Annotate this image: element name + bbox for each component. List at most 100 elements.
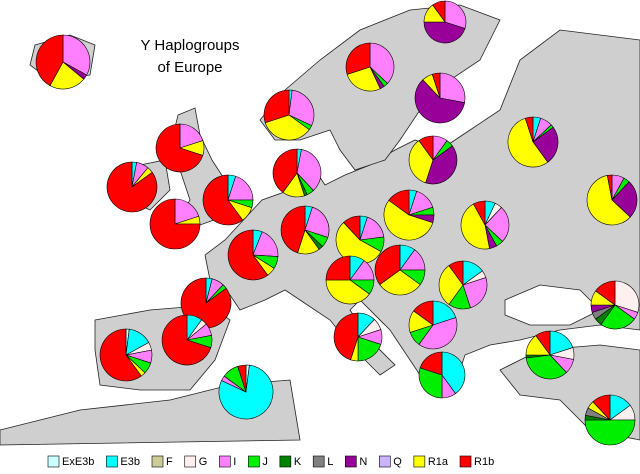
legend: ExE3b E3b F G I J K L N Q R1a R1b (47, 455, 494, 468)
pie-slice (595, 280, 616, 306)
pie (325, 255, 375, 305)
legend-label: R1b (474, 456, 494, 468)
pie-slice (62, 34, 91, 76)
legend-swatch (378, 455, 391, 468)
pie (345, 42, 395, 92)
pie (218, 364, 274, 420)
pie-slice (280, 205, 306, 254)
pie (106, 161, 158, 213)
pie (333, 312, 383, 362)
pie-slice (325, 279, 370, 305)
pie (335, 215, 385, 265)
legend-swatch (106, 455, 118, 468)
pie-slice (227, 229, 269, 281)
pie (155, 123, 205, 173)
pie-slice (606, 174, 613, 201)
legend-swatch (47, 455, 60, 468)
map-title: Y Haplogroups (141, 37, 240, 54)
pie (408, 135, 458, 185)
pie-slice (444, 0, 467, 29)
pie (460, 200, 510, 250)
pie-slice (325, 255, 351, 281)
pie (586, 174, 638, 226)
pie (99, 328, 153, 382)
pie-charts (35, 0, 640, 446)
legend-swatch (459, 455, 472, 468)
pie-slice (473, 200, 486, 226)
pie-slice (304, 206, 330, 238)
pie-slice (155, 123, 204, 173)
pie-slice (425, 145, 458, 185)
legend-swatch (279, 455, 292, 468)
pie-slice (272, 148, 298, 193)
pie (408, 300, 458, 350)
pie-slice (418, 317, 458, 350)
pie (507, 116, 559, 168)
pie (161, 314, 213, 366)
pie-slice (288, 89, 315, 127)
legend-swatch (345, 455, 357, 468)
pie-slice (413, 300, 434, 326)
pie (584, 394, 636, 446)
pie (149, 198, 201, 250)
legend-label: E3b (120, 456, 140, 468)
pie-slice (414, 79, 465, 124)
pie-slice (388, 189, 410, 216)
pie-slice (149, 198, 201, 250)
black-sea (504, 284, 601, 326)
pie-slice (525, 354, 567, 380)
pie-slice (106, 161, 158, 213)
pie-slice (345, 42, 371, 75)
pie-slice (532, 126, 559, 163)
legend-swatch (184, 455, 197, 468)
legend-label: Q (393, 456, 402, 468)
legend-swatch (218, 455, 231, 468)
pie-slice (264, 114, 310, 141)
pie-slice (431, 72, 441, 99)
pie-slice (49, 61, 85, 90)
pie-slice (161, 314, 212, 366)
legend-label: F (166, 456, 173, 468)
pie-slice (592, 394, 611, 421)
legend-label: K (294, 456, 302, 468)
pie-slice (423, 21, 466, 44)
pie-slice (333, 312, 359, 361)
legend-swatch (151, 455, 164, 468)
pie-slice (202, 174, 244, 226)
map-title: of Europe (157, 59, 222, 76)
pie-slice (35, 34, 64, 87)
pie (418, 351, 466, 399)
pie-slice (460, 203, 490, 250)
legend-label: L (327, 456, 333, 468)
pie-slice (586, 175, 631, 226)
pie-slice (524, 116, 534, 143)
legend-swatch (248, 455, 260, 468)
pie-slice (611, 181, 638, 218)
pie-slice (600, 304, 635, 330)
legend-label: G (199, 456, 208, 468)
pie-slice (439, 72, 466, 104)
pie-slice (346, 66, 381, 92)
pie-slice (296, 149, 322, 191)
pie-slice (419, 351, 443, 376)
pie (423, 0, 467, 44)
pie-slice (432, 0, 446, 23)
pie (383, 189, 435, 241)
pie (202, 174, 254, 226)
pie (374, 244, 426, 296)
pie-slice (484, 207, 510, 242)
pie-slice (383, 199, 434, 241)
pie (590, 280, 640, 330)
legend-swatch (413, 455, 426, 468)
pie-slice (99, 328, 142, 382)
legend-label: ExE3b (62, 456, 94, 468)
pie-slice (418, 367, 443, 399)
pie-slice (535, 330, 551, 356)
pie (263, 89, 315, 141)
pie-slice (462, 277, 488, 309)
pie (227, 229, 279, 281)
pie-slice (237, 364, 247, 393)
pie (180, 277, 232, 329)
pie-slice (438, 265, 464, 305)
